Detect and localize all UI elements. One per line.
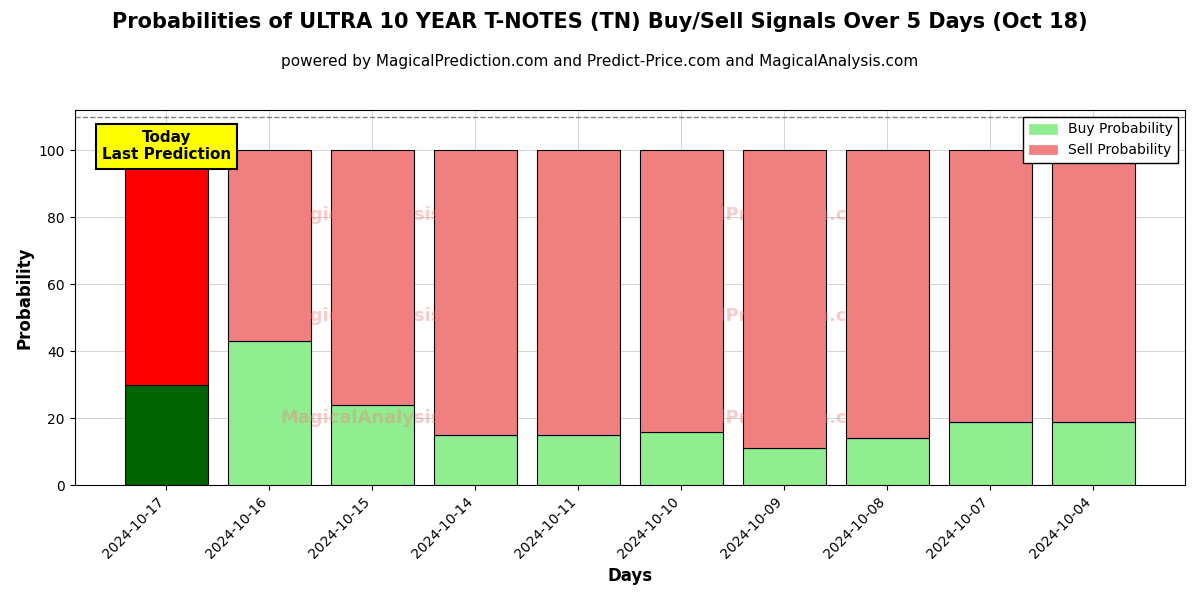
Text: MagicalPrediction.com: MagicalPrediction.com: [648, 206, 878, 224]
Bar: [640, 150, 722, 431]
Bar: [846, 438, 929, 485]
Bar: [538, 150, 619, 435]
Text: Probabilities of ULTRA 10 YEAR T-NOTES (TN) Buy/Sell Signals Over 5 Days (Oct 18: Probabilities of ULTRA 10 YEAR T-NOTES (…: [112, 12, 1088, 32]
Text: MagicalAnalysis.com: MagicalAnalysis.com: [281, 307, 491, 325]
Bar: [743, 150, 826, 448]
Bar: [1052, 150, 1134, 422]
Bar: [228, 150, 311, 341]
Text: MagicalAnalysis.com: MagicalAnalysis.com: [281, 409, 491, 427]
Bar: [949, 150, 1032, 422]
Bar: [538, 435, 619, 485]
Bar: [434, 150, 516, 435]
Bar: [125, 150, 208, 385]
Y-axis label: Probability: Probability: [16, 247, 34, 349]
Text: MagicalPrediction.com: MagicalPrediction.com: [648, 409, 878, 427]
X-axis label: Days: Days: [607, 567, 653, 585]
Bar: [846, 150, 929, 438]
Bar: [331, 405, 414, 485]
Bar: [1052, 422, 1134, 485]
Text: MagicalPrediction.com: MagicalPrediction.com: [648, 307, 878, 325]
Bar: [125, 385, 208, 485]
Bar: [743, 448, 826, 485]
Bar: [228, 341, 311, 485]
Text: MagicalAnalysis.com: MagicalAnalysis.com: [281, 206, 491, 224]
Bar: [640, 431, 722, 485]
Text: Today
Last Prediction: Today Last Prediction: [102, 130, 230, 163]
Bar: [949, 422, 1032, 485]
Text: powered by MagicalPrediction.com and Predict-Price.com and MagicalAnalysis.com: powered by MagicalPrediction.com and Pre…: [281, 54, 919, 69]
Legend: Buy Probability, Sell Probability: Buy Probability, Sell Probability: [1024, 117, 1178, 163]
Bar: [331, 150, 414, 405]
Bar: [434, 435, 516, 485]
